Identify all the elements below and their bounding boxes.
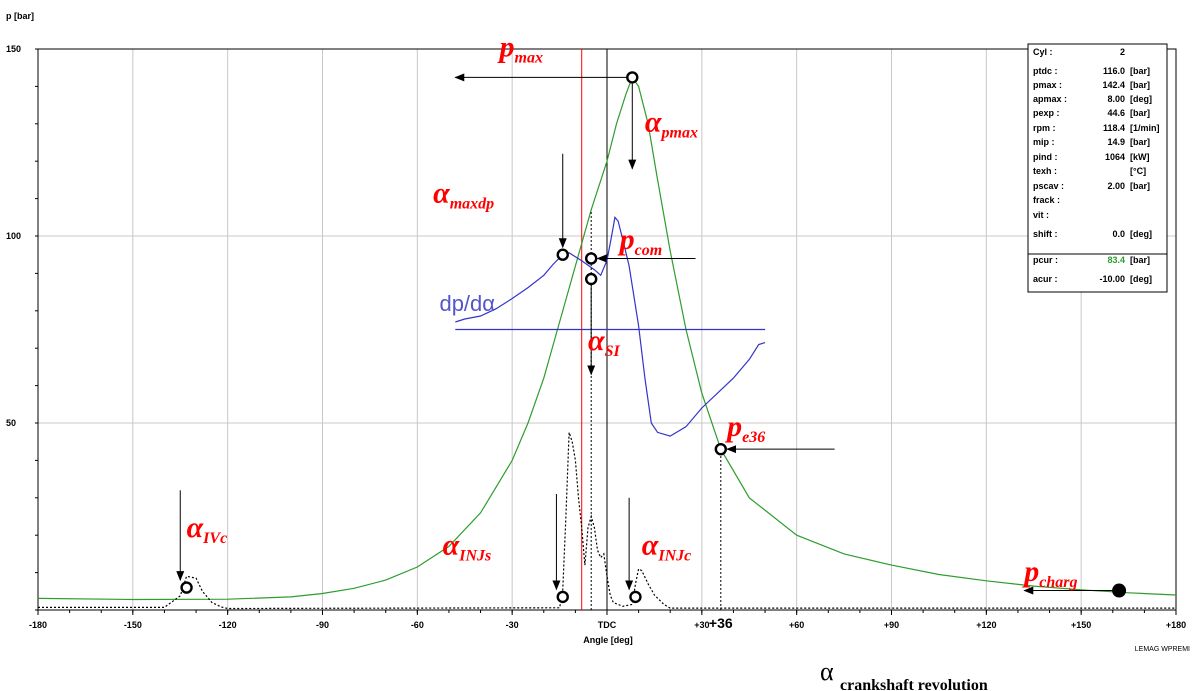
info-key: pind : <box>1033 152 1058 162</box>
info-unit: [bar] <box>1130 108 1150 118</box>
info-value: 83.4 <box>1107 255 1125 265</box>
info-value: 118.4 <box>1103 123 1125 133</box>
info-unit: [kW] <box>1130 152 1150 162</box>
info-value: 142.4 <box>1102 80 1125 90</box>
info-value: -10.00 <box>1099 274 1125 284</box>
footer-label: α crankshaft revolution <box>820 657 988 691</box>
x-tick-label: +180 <box>1166 620 1186 630</box>
x-tick-label: -150 <box>124 620 142 630</box>
info-value: 1064 <box>1105 152 1125 162</box>
annotation-label: pmax <box>497 30 543 66</box>
info-unit: [bar] <box>1130 137 1150 147</box>
info-key: pcur : <box>1033 255 1058 265</box>
info-key: shift : <box>1033 229 1058 239</box>
x-tick-label: -180 <box>29 620 47 630</box>
y-tick-label: 150 <box>6 44 21 54</box>
info-box-frame <box>1027 43 1168 293</box>
x-tick-label: -60 <box>411 620 424 630</box>
info-value: 44.6 <box>1107 108 1125 118</box>
info-key: pscav : <box>1033 181 1064 191</box>
info-key: pexp : <box>1033 108 1060 118</box>
footer-text: crankshaft revolution <box>840 677 988 691</box>
annotation-label: αSI <box>588 324 621 360</box>
info-unit: [1/min] <box>1130 123 1160 133</box>
x-tick-label: -120 <box>219 620 237 630</box>
info-key: mip : <box>1033 137 1055 147</box>
info-box: Cyl : 2 ptdc : 116.0 [bar] pmax : 142.4 [bar] ap… <box>1027 43 1168 293</box>
annotation-label: αINJs <box>443 529 492 565</box>
x-tick-label: -30 <box>506 620 519 630</box>
info-key: frack : <box>1033 195 1060 205</box>
point-marker <box>626 71 639 84</box>
annotation-label: pcharg <box>1021 555 1077 591</box>
point-marker <box>180 581 193 594</box>
x-tick-label: -90 <box>316 620 329 630</box>
info-key: apmax : <box>1033 94 1067 104</box>
annotation-label: αmaxdp <box>433 176 494 212</box>
point-marker <box>584 252 598 265</box>
info-key: vit : <box>1033 210 1049 220</box>
x-tick-label: +120 <box>976 620 996 630</box>
annotation-label: pcom <box>617 223 663 259</box>
info-key: rpm : <box>1033 123 1056 133</box>
info-unit: [deg] <box>1130 94 1152 104</box>
info-unit: [bar] <box>1130 255 1150 265</box>
info-key: texh : <box>1033 166 1057 176</box>
x-axis-label: Angle [deg] <box>583 635 633 645</box>
info-value: 14.9 <box>1107 137 1125 147</box>
info-value: 2.00 <box>1107 181 1125 191</box>
info-unit: [bar] <box>1130 66 1150 76</box>
info-key: Cyl : <box>1033 47 1053 57</box>
overlay-group: pmax αpmax αmaxdp pcom αSI pe36 αIVc αINJs αINJc… <box>176 30 1127 604</box>
series-line <box>38 432 1176 610</box>
series-line <box>455 215 766 437</box>
info-unit: [bar] <box>1130 80 1150 90</box>
y-tick-label: 50 <box>6 418 16 428</box>
y-tick-label: 100 <box>6 231 21 241</box>
point-marker <box>556 248 569 261</box>
info-unit: [bar] <box>1130 181 1150 191</box>
annotation-label: pe36 <box>724 410 765 446</box>
point-marker <box>556 590 569 604</box>
info-unit: [°C] <box>1130 166 1146 176</box>
watermark: LEMAG WPREMI <box>1135 646 1190 653</box>
x-tick-label: +30 <box>694 620 709 630</box>
info-value: 116.0 <box>1103 66 1125 76</box>
charge-dot <box>1112 583 1127 598</box>
x-extra-label: +36 <box>709 615 733 631</box>
x-tick-label: +60 <box>789 620 804 630</box>
annotation-label: αpmax <box>645 105 698 141</box>
x-tick-label: +150 <box>1071 620 1091 630</box>
info-value: 8.00 <box>1107 94 1125 104</box>
info-value: 2 <box>1120 47 1125 57</box>
point-marker <box>629 590 642 604</box>
point-marker <box>584 272 598 286</box>
point-marker <box>714 442 727 456</box>
x-tick-label: TDC <box>598 620 617 630</box>
series-line <box>37 76 1177 601</box>
x-tick-label: +90 <box>884 620 899 630</box>
y-axis-label: p [bar] <box>6 11 34 21</box>
annotation-label: αINJc <box>642 529 692 565</box>
info-key: ptdc : <box>1033 66 1058 76</box>
dp-dalpha-label: dp/dα <box>439 291 495 316</box>
footer-alpha: α <box>820 657 834 686</box>
info-key: acur : <box>1033 274 1058 284</box>
series-group <box>37 49 1177 610</box>
info-unit: [deg] <box>1130 229 1152 239</box>
info-key: pmax : <box>1033 80 1062 90</box>
info-unit: [deg] <box>1130 274 1152 284</box>
info-value: 0.0 <box>1112 229 1125 239</box>
annotation-label: αIVc <box>187 511 228 547</box>
